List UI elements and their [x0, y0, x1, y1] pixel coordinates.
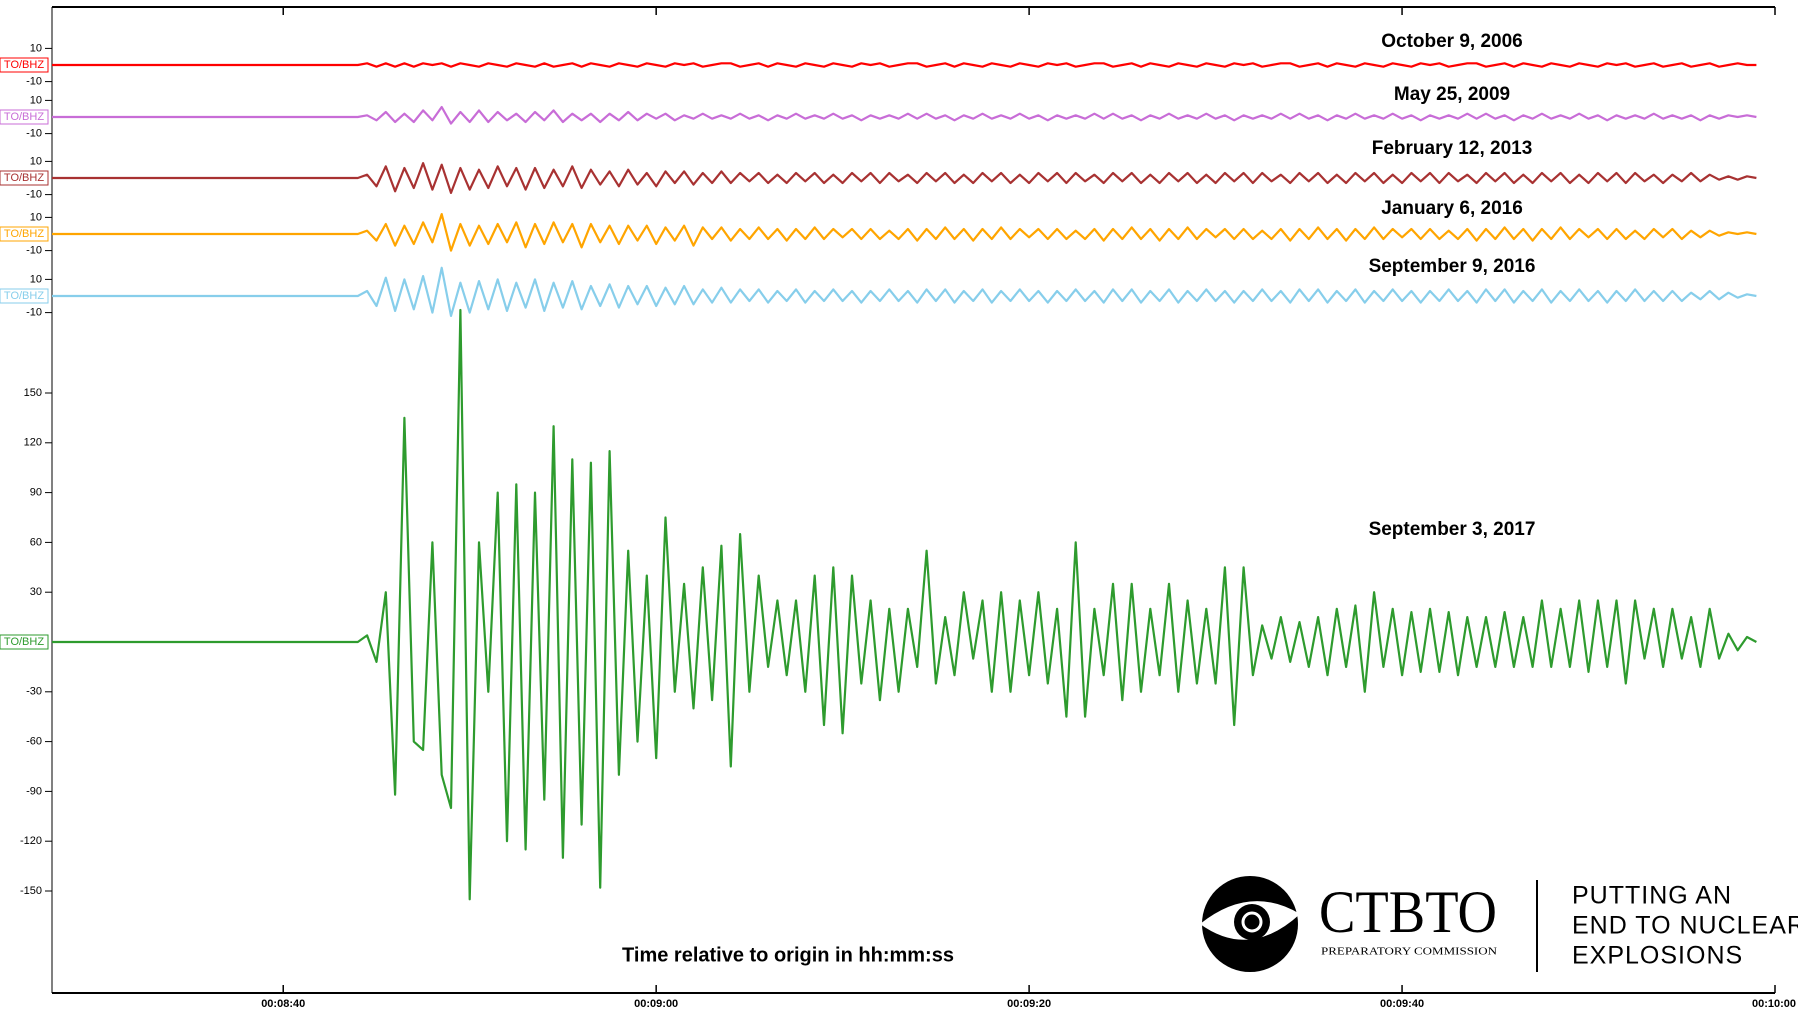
- panel: -10 10 TO/BHZ January 6, 2016: [0, 198, 1757, 257]
- trace: [52, 308, 1757, 901]
- x-tick-label: 00:09:20: [1007, 998, 1051, 1010]
- logo-iris: [1241, 911, 1263, 933]
- y-tick-label: 120: [24, 437, 42, 449]
- y-tick-label: -30: [26, 686, 42, 698]
- trace: [52, 213, 1757, 252]
- station-label: TO/BHZ: [4, 290, 44, 302]
- panel: -10 10 TO/BHZ September 9, 2016: [0, 256, 1757, 319]
- y-tick-label: -10: [26, 189, 42, 201]
- trace-date: February 12, 2013: [1372, 138, 1533, 159]
- y-tick-label: 10: [30, 155, 42, 167]
- y-tick-label: -10: [26, 307, 42, 319]
- logo: CTBTO PREPARATORY COMMISSION PUTTING AN …: [1200, 876, 1798, 972]
- station-box: [0, 57, 49, 73]
- x-axis-label: Time relative to origin in hh:mm:ss: [622, 944, 954, 966]
- x-tick-label: 00:09:00: [634, 998, 678, 1010]
- trace-date: January 6, 2016: [1381, 198, 1523, 219]
- y-tick-label: 90: [30, 487, 42, 499]
- logo-tagline: EXPLOSIONS: [1572, 942, 1743, 970]
- y-tick-label: 10: [30, 273, 42, 285]
- y-tick-label: -10: [26, 128, 42, 140]
- trace: [52, 62, 1757, 68]
- station-box: [0, 226, 49, 242]
- logo-name: CTBTO: [1319, 879, 1497, 945]
- trace-date: September 3, 2017: [1369, 519, 1536, 540]
- trace-date: May 25, 2009: [1394, 84, 1510, 105]
- station-box: [0, 634, 49, 650]
- trace: [52, 162, 1757, 194]
- y-tick-label: 10: [30, 211, 42, 223]
- x-tick-label: 00:08:40: [261, 998, 305, 1010]
- x-tick-label: 00:10:00: [1752, 998, 1796, 1010]
- station-label: TO/BHZ: [4, 172, 44, 184]
- trace-date: October 9, 2006: [1381, 31, 1523, 52]
- y-tick-label: 10: [30, 94, 42, 106]
- station-box: [0, 109, 49, 125]
- panel: -10 10 TO/BHZ May 25, 2009: [0, 84, 1757, 140]
- logo-tagline: END TO NUCLEAR: [1572, 912, 1798, 940]
- y-tick-label: 60: [30, 536, 42, 548]
- logo-tagline: PUTTING AN: [1572, 882, 1732, 910]
- y-tick-label: -150: [20, 885, 42, 897]
- station-label: TO/BHZ: [4, 111, 44, 123]
- station-box: [0, 170, 49, 186]
- panel: -10 10 TO/BHZ February 12, 2013: [0, 138, 1757, 201]
- y-tick-label: 30: [30, 586, 42, 598]
- panel: -10 10 TO/BHZ October 9, 2006: [0, 31, 1757, 88]
- y-tick-label: 150: [24, 387, 42, 399]
- y-tick-label: -60: [26, 736, 42, 748]
- station-label: TO/BHZ: [4, 228, 44, 240]
- panel: -150 -120 -90 -60 -30 30 60 90 120 150 TO/BHZ Septe…: [0, 308, 1757, 901]
- trace: [52, 105, 1757, 125]
- y-tick-label: -90: [26, 785, 42, 797]
- station-label: TO/BHZ: [4, 59, 44, 71]
- y-tick-label: -10: [26, 76, 42, 88]
- station-box: [0, 288, 49, 304]
- station-label: TO/BHZ: [4, 636, 44, 648]
- trace: [52, 266, 1757, 317]
- y-tick-label: -120: [20, 835, 42, 847]
- logo-pupil: [1234, 904, 1270, 940]
- logo-subtitle: PREPARATORY COMMISSION: [1321, 946, 1497, 958]
- y-tick-label: 10: [30, 42, 42, 54]
- trace-date: September 9, 2016: [1369, 256, 1536, 277]
- x-tick-label: 00:09:40: [1380, 998, 1424, 1010]
- y-tick-label: -10: [26, 245, 42, 257]
